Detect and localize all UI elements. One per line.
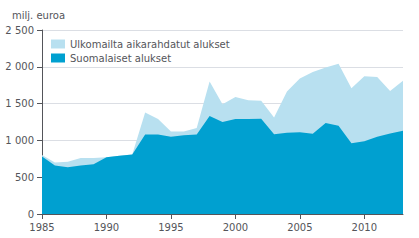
svg-text:2005: 2005: [287, 222, 312, 233]
svg-text:1990: 1990: [94, 222, 119, 233]
svg-text:2 000: 2 000: [5, 61, 34, 72]
svg-text:1985: 1985: [29, 222, 54, 233]
svg-text:Ulkomailta aikarahdatut alukse: Ulkomailta aikarahdatut alukset: [70, 39, 230, 50]
svg-text:2010: 2010: [352, 222, 377, 233]
svg-text:1 000: 1 000: [5, 135, 34, 146]
svg-text:500: 500: [15, 172, 34, 183]
svg-text:1995: 1995: [158, 222, 183, 233]
svg-text:1 500: 1 500: [5, 98, 34, 109]
svg-text:Suomalaiset alukset: Suomalaiset alukset: [70, 53, 171, 64]
svg-text:0: 0: [28, 209, 34, 220]
svg-text:2000: 2000: [223, 222, 248, 233]
svg-text:milj. euroa: milj. euroa: [12, 10, 65, 21]
svg-text:2 500: 2 500: [5, 25, 34, 36]
